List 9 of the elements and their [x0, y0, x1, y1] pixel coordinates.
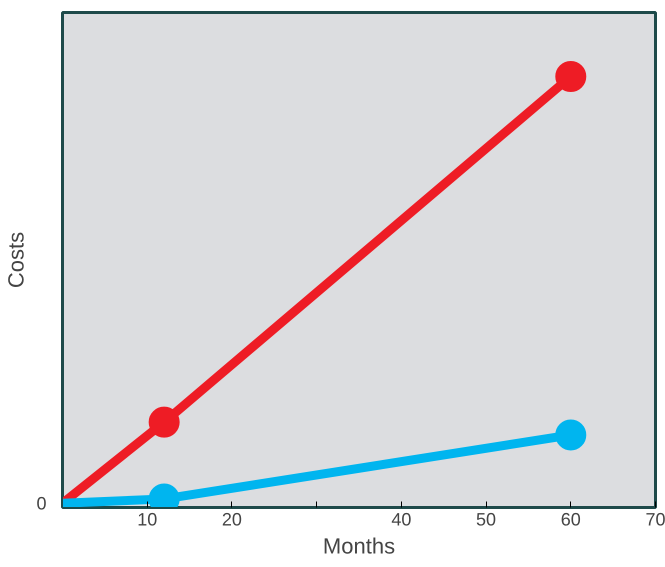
- x-tick-label: 70: [645, 510, 665, 530]
- x-axis-title: Months: [322, 534, 396, 558]
- x-tick-label: 10: [137, 510, 158, 530]
- y-axis-title: Costs: [3, 232, 28, 288]
- x-tick-label: 20: [222, 510, 242, 530]
- text: 0: [36, 494, 47, 514]
- x-tick-label: 40: [391, 510, 412, 530]
- x-tick-label: 50: [476, 510, 496, 530]
- x-tick-label: 60: [560, 510, 581, 530]
